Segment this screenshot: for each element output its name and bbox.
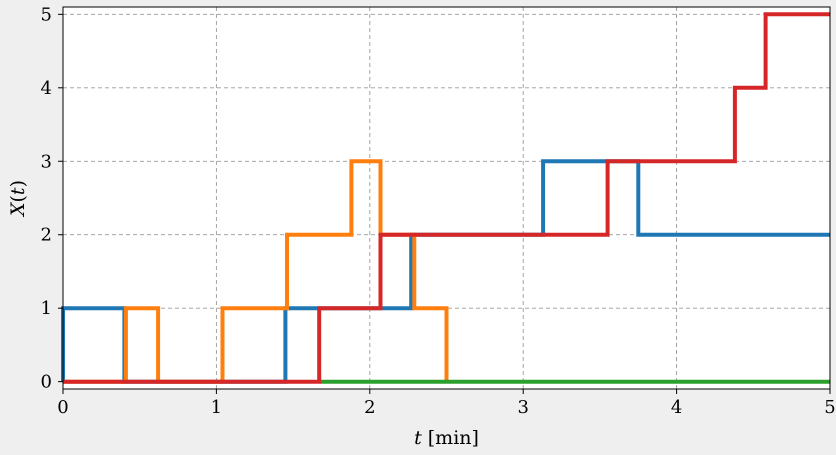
plot-frame <box>62 6 831 390</box>
y-tick-label: 3 <box>41 151 52 172</box>
y-tick-label: 0 <box>41 372 52 393</box>
x-tick-label: 2 <box>364 397 375 418</box>
y-tick-label: 5 <box>41 4 52 25</box>
x-tick-label: 0 <box>57 397 68 418</box>
y-tick-label: 1 <box>41 298 52 319</box>
x-tick-label: 4 <box>671 397 682 418</box>
x-axis-title: t [min] <box>414 427 479 449</box>
x-tick-label: 3 <box>517 397 528 418</box>
series-line-4 <box>63 12 830 384</box>
y-tick-label: 2 <box>41 225 52 246</box>
x-tick-label: 1 <box>211 397 222 418</box>
grid <box>62 7 831 389</box>
x-axis-label: t [min] <box>414 427 479 449</box>
series-group <box>61 12 830 384</box>
y-axis-label: X(t) <box>7 180 29 218</box>
y-axis-title: X(t) <box>7 180 29 218</box>
series-line-2 <box>63 159 449 384</box>
x-tick-label: 5 <box>824 397 835 418</box>
ticks: 0 1 2 3 4 5 0 1 2 3 4 5 <box>41 4 836 418</box>
y-tick-label: 4 <box>41 78 52 99</box>
